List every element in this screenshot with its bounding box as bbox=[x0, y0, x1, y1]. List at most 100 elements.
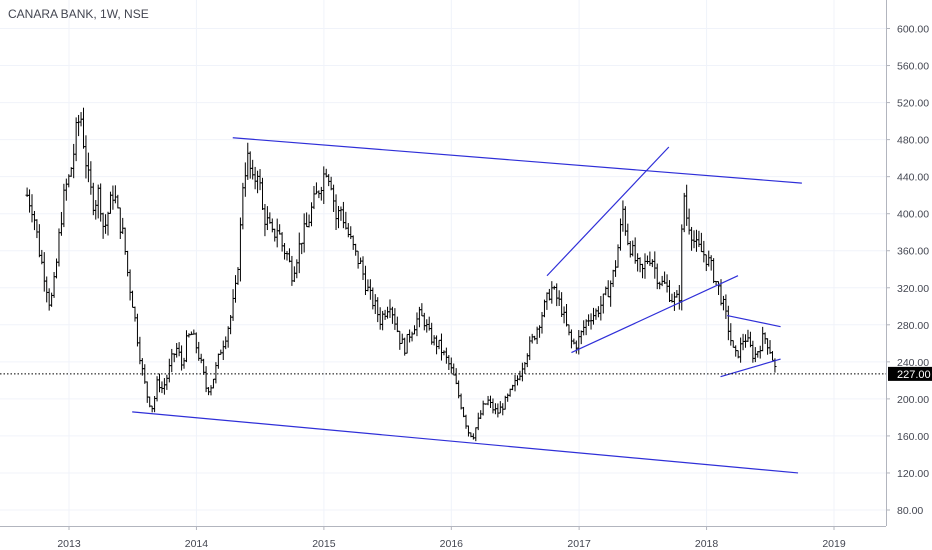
ohlc-bar bbox=[275, 218, 279, 248]
last-price-label: 227.00 bbox=[897, 369, 931, 381]
ohlc-bar bbox=[334, 194, 338, 231]
trend-line-upper-channel[interactable] bbox=[232, 137, 802, 184]
x-tick-label: 2019 bbox=[822, 538, 846, 550]
trend-line-rising-wedge-lower[interactable] bbox=[571, 275, 739, 354]
trend-line-lower-channel[interactable] bbox=[132, 411, 799, 474]
ohlc-bar bbox=[564, 303, 569, 327]
ohlc-bar bbox=[731, 340, 735, 348]
ohlc-bar bbox=[101, 212, 105, 239]
ohlc-bar bbox=[241, 182, 245, 230]
ohlc-bar bbox=[206, 387, 211, 396]
ohlc-bar bbox=[481, 400, 485, 416]
ohlc-bar bbox=[378, 307, 382, 330]
ohlc-bar bbox=[611, 269, 615, 288]
y-tick-label: 520.00 bbox=[897, 98, 929, 110]
time-axis[interactable]: 2013 2014 2015 2016 2017 2018 2019 bbox=[57, 526, 846, 550]
ohlc-bar bbox=[290, 255, 294, 286]
ohlc-bar bbox=[341, 201, 345, 229]
ohlc-bar bbox=[550, 281, 554, 304]
ohlc-bar bbox=[390, 306, 395, 324]
ohlc-bar bbox=[160, 381, 164, 394]
ohlc-bar bbox=[444, 347, 448, 364]
ohlc-bar bbox=[224, 336, 228, 350]
ohlc-bar bbox=[653, 251, 657, 279]
ohlc-bar bbox=[37, 224, 41, 258]
ohlc-bar bbox=[130, 290, 135, 308]
x-tick-label: 2014 bbox=[185, 538, 209, 550]
ohlc-bar bbox=[491, 398, 495, 414]
ohlc-bar bbox=[609, 280, 613, 307]
ohlc-bar bbox=[86, 152, 90, 183]
ohlc-bar bbox=[606, 280, 610, 298]
ohlc-bar bbox=[655, 263, 659, 290]
ohlc-bar bbox=[295, 259, 299, 279]
ohlc-bar bbox=[692, 230, 696, 249]
ohlc-bar bbox=[430, 322, 434, 345]
ohlc-bar bbox=[545, 292, 549, 310]
ohlc-bar bbox=[312, 185, 316, 210]
ohlc-bar bbox=[194, 332, 198, 354]
y-tick-label: 560.00 bbox=[897, 61, 929, 73]
ohlc-bar bbox=[81, 107, 86, 149]
last-price-tag: 227.00 bbox=[888, 366, 932, 381]
ohlc-bar bbox=[260, 177, 265, 210]
ohlc-bar bbox=[567, 324, 571, 336]
ohlc-bar bbox=[761, 326, 765, 352]
ohlc-bar bbox=[594, 308, 598, 320]
trend-lines[interactable] bbox=[132, 137, 802, 474]
ohlc-bar bbox=[596, 306, 600, 318]
ohlc-bar bbox=[540, 311, 544, 334]
ohlc-bar bbox=[121, 217, 125, 235]
ohlc-bar bbox=[476, 412, 480, 431]
trend-line-triangle-lower[interactable] bbox=[720, 358, 781, 378]
ohlc-bar bbox=[721, 295, 726, 311]
ohlc-bar bbox=[748, 331, 753, 348]
ohlc-bar bbox=[694, 229, 699, 252]
ohlc-bar bbox=[35, 219, 39, 239]
ohlc-bar bbox=[354, 243, 358, 256]
ohlc-bar bbox=[663, 271, 667, 284]
ohlc-bar bbox=[533, 335, 537, 341]
ohlc-bar bbox=[488, 395, 493, 408]
ohlc-bar bbox=[459, 393, 463, 410]
ohlc-bar bbox=[560, 292, 564, 317]
trend-line-triangle-upper[interactable] bbox=[727, 314, 781, 328]
ohlc-bar bbox=[586, 314, 591, 326]
ohlc-bar bbox=[89, 161, 93, 195]
ohlc-bar bbox=[64, 178, 68, 201]
ohlc-bar bbox=[707, 250, 711, 267]
ohlc-bar bbox=[555, 283, 559, 307]
ohlc-bar bbox=[768, 340, 772, 354]
ohlc-bar bbox=[454, 368, 458, 385]
x-tick-label: 2015 bbox=[312, 538, 336, 550]
ohlc-bar bbox=[765, 338, 770, 355]
ohlc-bar bbox=[45, 276, 49, 303]
ohlc-bar bbox=[329, 176, 333, 191]
ohlc-bar bbox=[72, 143, 76, 179]
ohlc-bar bbox=[258, 169, 262, 191]
ohlc-bar bbox=[177, 342, 181, 357]
ohlc-bar bbox=[704, 254, 708, 272]
ohlc-bar bbox=[373, 294, 377, 315]
ohlc-bar bbox=[530, 333, 534, 344]
ohlc-bar bbox=[302, 213, 306, 253]
ohlc-bar bbox=[636, 253, 640, 272]
ohlc-bar bbox=[410, 331, 414, 342]
ohlc-bar bbox=[50, 292, 54, 307]
ohlc-bar bbox=[758, 345, 762, 359]
ohlc-bar bbox=[221, 340, 225, 361]
ohlc-bar bbox=[356, 250, 360, 269]
ohlc-bar bbox=[506, 393, 510, 402]
ohlc-bar bbox=[309, 202, 314, 227]
ohlc-bar bbox=[645, 255, 650, 265]
ohlc-bar bbox=[729, 323, 733, 346]
ohlc-bar bbox=[589, 313, 593, 330]
price-axis[interactable]: 80.00 120.00 160.00 200.00 240.00 280.00 320.0… bbox=[886, 24, 929, 518]
ohlc-bar bbox=[76, 114, 81, 137]
ohlc-bar bbox=[118, 207, 122, 240]
ohlc-bar bbox=[376, 297, 380, 323]
ohlc-bar bbox=[366, 279, 370, 292]
ohlc-bar bbox=[712, 258, 716, 284]
trend-line-rising-wedge-upper[interactable] bbox=[546, 146, 670, 277]
